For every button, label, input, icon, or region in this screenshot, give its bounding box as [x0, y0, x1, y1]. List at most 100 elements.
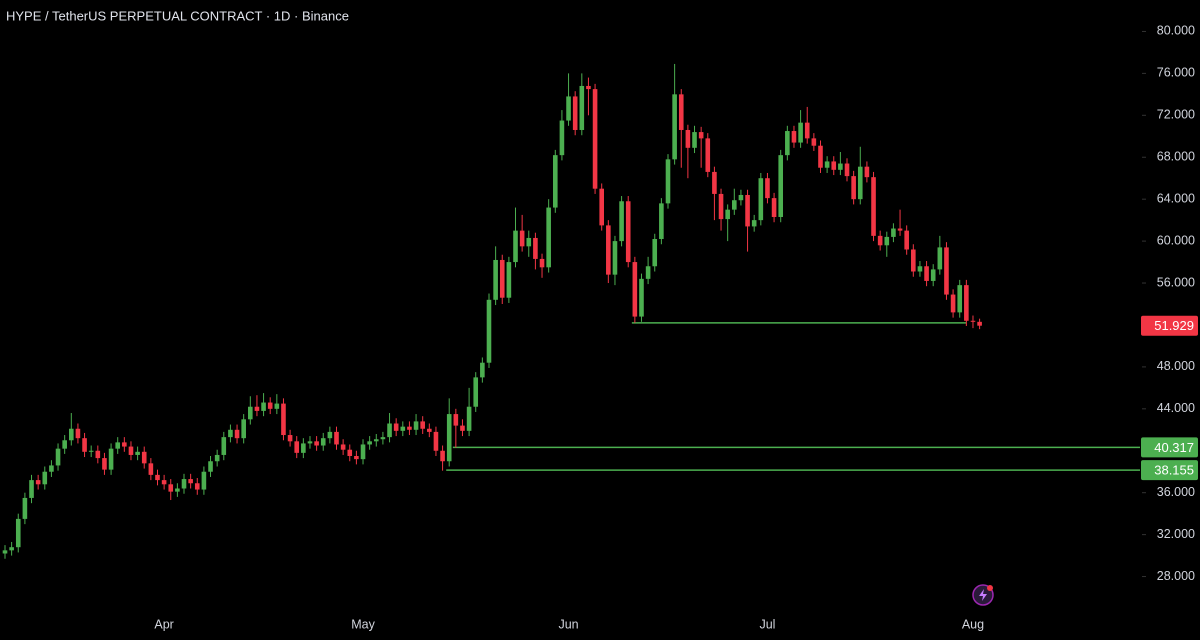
candle-body: [599, 188, 604, 226]
candle-body: [745, 194, 750, 227]
candle-body: [360, 444, 366, 460]
candle-body: [924, 266, 929, 281]
candle-body: [393, 423, 399, 431]
candle-body: [334, 431, 339, 445]
candle-body: [884, 236, 890, 246]
candle-body: [506, 262, 512, 298]
candle-body: [122, 442, 127, 447]
candle-body: [228, 429, 233, 438]
candle-body: [778, 155, 784, 217]
candle-body: [75, 428, 81, 439]
candle-body: [314, 441, 319, 446]
candle-body: [606, 225, 611, 275]
candle-body: [751, 220, 757, 227]
candle-body: [639, 278, 644, 317]
candle-body: [387, 423, 392, 438]
candle-body: [957, 285, 963, 313]
candle-body: [765, 178, 770, 199]
candle-body: [49, 465, 54, 472]
candle-body: [9, 547, 14, 551]
candle-body: [519, 230, 525, 247]
candle-body: [659, 203, 664, 240]
candle-body: [619, 201, 624, 242]
candle-body: [274, 403, 280, 409]
candle-body: [798, 122, 803, 143]
candle-body: [930, 269, 936, 281]
candle-body: [446, 414, 452, 462]
candle-body: [857, 166, 863, 200]
candle-body: [380, 437, 386, 440]
candle-body: [367, 441, 372, 445]
candle-body: [579, 85, 585, 130]
candle-body: [413, 421, 419, 430]
candle-body: [692, 132, 697, 148]
candle-body: [533, 237, 538, 259]
candle-body: [42, 471, 48, 485]
candle-body: [148, 463, 154, 475]
y-tick-label: 28.000: [1157, 569, 1195, 583]
candle-body: [188, 479, 193, 484]
candle-body: [241, 419, 246, 439]
candle-body: [804, 122, 810, 139]
candle-body: [440, 450, 445, 462]
candle-body: [2, 550, 8, 554]
candle-body: [612, 241, 618, 275]
candle-body: [108, 448, 114, 470]
y-tick-label: 80.000: [1157, 24, 1195, 38]
candle-body: [970, 320, 976, 322]
candle-body: [168, 484, 174, 492]
candle-body: [513, 230, 518, 263]
candle-body: [420, 421, 425, 429]
candle-body: [944, 247, 949, 295]
candle-body: [552, 155, 558, 208]
candle-body: [950, 294, 956, 313]
candle-body: [705, 138, 711, 172]
candle-body: [738, 194, 744, 201]
candle-body: [831, 161, 837, 170]
candle-body: [287, 435, 293, 442]
candle-body: [294, 441, 300, 453]
candle-body: [400, 426, 406, 431]
y-tick-label: 32.000: [1157, 527, 1195, 541]
candle-body: [526, 237, 532, 247]
candle-body: [877, 235, 883, 246]
candle-body: [327, 431, 333, 439]
candle-body: [539, 258, 545, 268]
candle-body: [181, 479, 187, 489]
alert-icon-dot: [987, 585, 993, 591]
candle-body: [82, 438, 87, 452]
candle-body: [632, 262, 638, 317]
y-tick-label: 72.000: [1157, 108, 1195, 122]
candle-body: [267, 402, 273, 409]
alert-icon[interactable]: [972, 584, 994, 606]
candle-body: [128, 446, 134, 455]
candle-body: [135, 451, 140, 455]
candle-body: [433, 431, 439, 451]
candle-body: [937, 247, 943, 270]
candle-body: [625, 201, 631, 263]
candle-body: [785, 131, 790, 156]
candle-body: [347, 449, 353, 456]
candle-body: [95, 450, 101, 459]
candle-body: [69, 428, 74, 441]
candle-body: [732, 200, 737, 210]
candle-body: [685, 129, 691, 148]
level-tag-label: 40.317: [1154, 440, 1194, 455]
candle-body: [871, 177, 876, 236]
x-tick-label: Jul: [759, 617, 775, 631]
candle-body: [473, 377, 479, 407]
candle-body: [566, 96, 571, 121]
candle-body: [917, 266, 923, 272]
y-tick-label: 64.000: [1157, 191, 1195, 205]
candle-body: [453, 414, 459, 426]
level-tag: [1141, 460, 1198, 481]
candle-body: [652, 239, 658, 267]
candle-body: [572, 96, 578, 130]
candle-body: [480, 362, 485, 378]
candle-body: [460, 425, 465, 431]
candle-body: [678, 94, 684, 130]
candle-body: [88, 450, 94, 452]
candle-body: [964, 285, 969, 321]
last-price-label: 51.929: [1154, 318, 1194, 333]
